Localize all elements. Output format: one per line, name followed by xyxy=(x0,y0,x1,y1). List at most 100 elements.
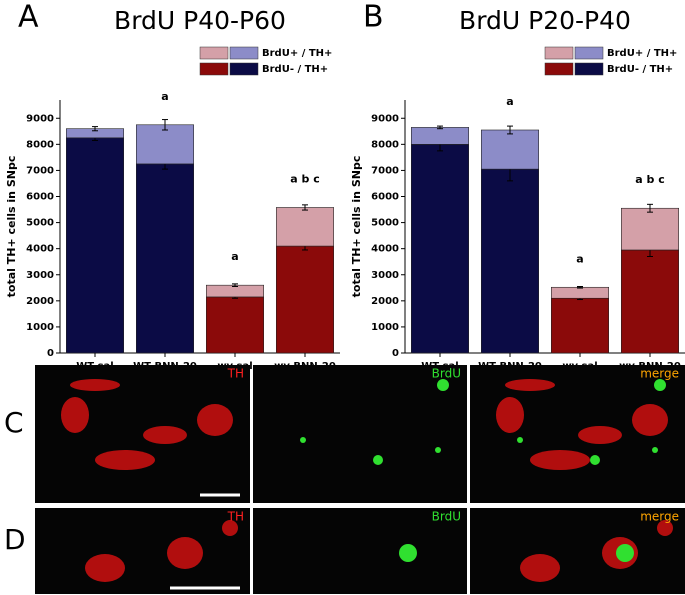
bar-segment xyxy=(550,297,609,354)
brdu-spot xyxy=(652,447,658,453)
brdu-spot xyxy=(517,437,523,443)
brdu-spot xyxy=(399,544,417,562)
y-tick-label: 0 xyxy=(392,348,399,359)
panel-label: B xyxy=(363,0,384,35)
legend-swatch xyxy=(544,62,574,76)
bar-segment xyxy=(66,137,125,354)
error-bar xyxy=(437,125,443,130)
brdu-spot xyxy=(435,447,441,453)
bar-segment xyxy=(550,286,609,299)
panel-label: C xyxy=(4,406,24,439)
annotation: a b c xyxy=(635,173,664,186)
panel-label: A xyxy=(18,0,39,35)
channel-label: TH xyxy=(227,367,244,381)
brdu-spot xyxy=(373,455,383,465)
bar-segment xyxy=(620,249,679,354)
micrograph xyxy=(35,508,250,594)
channel-label: BrdU xyxy=(432,367,461,381)
cell xyxy=(61,397,89,433)
y-tick-label: 8000 xyxy=(371,139,399,150)
legend-label: BrdU+ / TH+ xyxy=(607,48,677,59)
error-bar xyxy=(577,285,583,289)
y-tick-label: 7000 xyxy=(371,165,399,176)
y-tick-label: 1000 xyxy=(371,322,399,333)
cell xyxy=(578,426,622,444)
y-tick-label: 2000 xyxy=(26,296,54,307)
cell xyxy=(167,537,203,569)
cell xyxy=(85,554,125,582)
micrograph xyxy=(253,365,467,503)
bar-segment xyxy=(206,296,265,354)
legend-swatch xyxy=(229,46,259,60)
bar-segment xyxy=(136,163,195,354)
y-tick-label: 9000 xyxy=(371,113,399,124)
channel-label: merge xyxy=(640,510,679,524)
y-tick-label: 6000 xyxy=(26,192,54,203)
bar-segment xyxy=(275,245,334,354)
micrograph xyxy=(253,508,467,594)
channel-label: BrdU xyxy=(432,510,461,524)
bar-segment xyxy=(480,129,539,170)
y-tick-label: 1000 xyxy=(26,322,54,333)
brdu-spot xyxy=(437,379,449,391)
channel-label: TH xyxy=(227,510,244,524)
panel-label: D xyxy=(4,523,26,556)
y-tick-label: 0 xyxy=(47,348,54,359)
bar-segment xyxy=(480,168,539,354)
cell xyxy=(496,397,524,433)
cell xyxy=(530,450,590,470)
cell xyxy=(632,404,668,436)
legend-label: BrdU- / TH+ xyxy=(262,64,328,75)
y-tick-label: 3000 xyxy=(26,270,54,281)
legend-swatch xyxy=(544,46,574,60)
cell xyxy=(657,520,673,536)
legend-label: BrdU+ / TH+ xyxy=(262,48,332,59)
y-tick-label: 5000 xyxy=(26,218,54,229)
y-axis-title: total TH+ cells in SNpc xyxy=(5,156,18,298)
cell xyxy=(505,379,555,391)
brdu-spot xyxy=(654,379,666,391)
bar-segment xyxy=(410,144,469,354)
brdu-spot xyxy=(590,455,600,465)
error-bar xyxy=(162,119,168,131)
y-tick-label: 9000 xyxy=(26,113,54,124)
legend-swatch xyxy=(199,62,229,76)
error-bar xyxy=(507,125,513,135)
y-tick-label: 2000 xyxy=(371,296,399,307)
y-axis-title: total TH+ cells in SNpc xyxy=(350,156,363,298)
legend-swatch xyxy=(574,62,604,76)
brdu-spot xyxy=(300,437,306,443)
annotation: a xyxy=(231,250,238,263)
y-tick-label: 8000 xyxy=(26,139,54,150)
y-tick-label: 7000 xyxy=(26,165,54,176)
chart-title: BrdU P20-P40 xyxy=(459,6,631,35)
bar-segment xyxy=(410,127,469,145)
bar-segment xyxy=(620,207,679,251)
y-tick-label: 5000 xyxy=(371,218,399,229)
annotation: a xyxy=(576,252,583,265)
error-bar xyxy=(232,283,238,287)
error-bar xyxy=(302,204,308,211)
y-tick-label: 6000 xyxy=(371,192,399,203)
error-bar xyxy=(647,203,653,213)
legend-label: BrdU- / TH+ xyxy=(607,64,673,75)
bar-segment xyxy=(136,124,195,165)
cell xyxy=(520,554,560,582)
cell xyxy=(143,426,187,444)
legend-swatch xyxy=(199,46,229,60)
y-tick-label: 3000 xyxy=(371,270,399,281)
annotation: a xyxy=(161,90,168,103)
legend-swatch xyxy=(229,62,259,76)
brdu-spot xyxy=(616,544,634,562)
chart-title: BrdU P40-P60 xyxy=(114,6,286,35)
channel-label: merge xyxy=(640,367,679,381)
cell xyxy=(222,520,238,536)
cell xyxy=(95,450,155,470)
y-tick-label: 4000 xyxy=(26,244,54,255)
micrograph xyxy=(470,508,685,594)
cell xyxy=(197,404,233,436)
bar-segment xyxy=(275,207,334,247)
error-bar xyxy=(92,126,98,132)
cell xyxy=(70,379,120,391)
